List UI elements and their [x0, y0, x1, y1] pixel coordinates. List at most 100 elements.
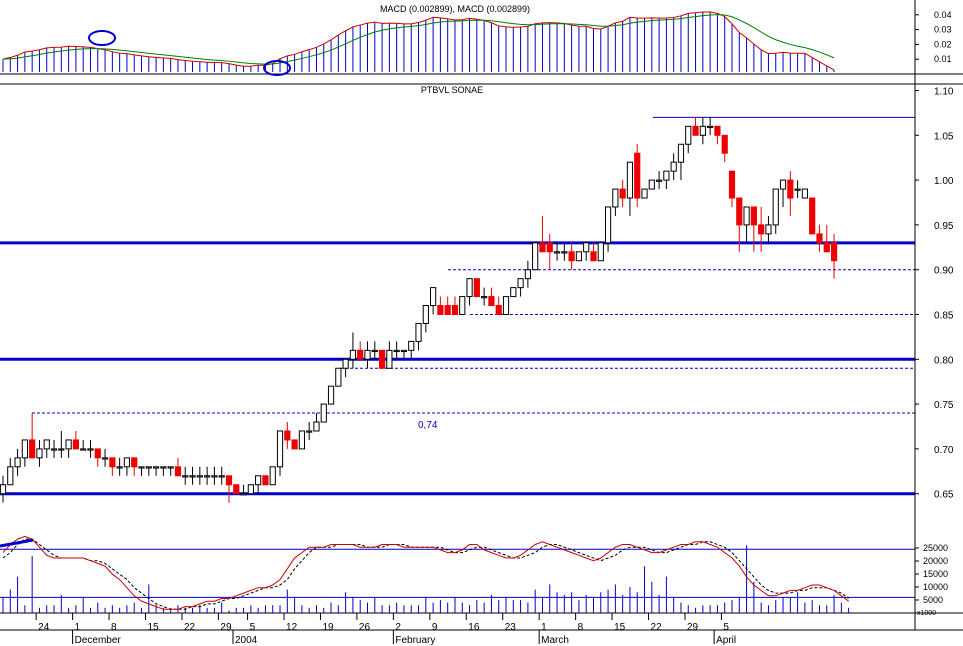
stoch-tick-label: 5000: [923, 595, 943, 605]
candle-body: [255, 475, 262, 486]
candle-body: [204, 475, 211, 478]
candle-body: [728, 170, 736, 199]
price-tick-label: 1.05: [934, 131, 954, 142]
candle-body: [801, 188, 808, 199]
candle-body: [692, 125, 699, 136]
stochastic-volume-panel: 25000 20000 15000 10000 5000 x1000: [0, 535, 963, 617]
candle-body: [772, 188, 779, 226]
stochastic-k-line: [2, 535, 849, 610]
stochastic-d-line: [2, 538, 849, 610]
candle-body: [131, 457, 138, 468]
candle-body: [830, 242, 838, 262]
candle-body: [364, 349, 371, 360]
candle-body: [510, 287, 517, 298]
candle-body: [386, 349, 393, 369]
x-tick-label: 12: [286, 622, 298, 633]
price-tick-label: 0.70: [934, 445, 954, 456]
candle-body: [218, 475, 225, 478]
candle-body: [743, 206, 750, 226]
month-label: February: [395, 635, 435, 646]
candle-body: [656, 179, 663, 182]
candle-body: [707, 125, 714, 129]
price-tick-label: 0.65: [934, 490, 954, 501]
candle-body: [685, 125, 692, 145]
candle-body: [94, 448, 101, 459]
candle-body: [422, 305, 429, 324]
candle-body: [590, 251, 597, 262]
candle-body: [532, 242, 539, 271]
month-label: December: [75, 635, 122, 646]
candle-body: [481, 296, 488, 299]
candle-body: [568, 251, 575, 262]
x-tick-label: 1: [541, 622, 547, 633]
candle-body: [123, 457, 131, 468]
scale-label: x1000: [917, 610, 936, 617]
signal-line: [2, 14, 835, 65]
x-tick-label: 1: [75, 622, 81, 633]
price-panel: PTBVL SONAE 1.10 1.05 1.00 0.95 0.90 0.85 0.80 0…: [0, 83, 963, 503]
x-tick-label: 5: [723, 622, 729, 633]
candle-body: [284, 430, 291, 441]
candle-body: [444, 305, 451, 316]
price-tick-label: 0.90: [934, 266, 954, 277]
candle-body: [116, 466, 123, 469]
candle-body: [597, 242, 604, 262]
macd-tick-label: 0.04: [934, 10, 952, 20]
candle-body: [787, 179, 794, 199]
x-tick-label: 9: [432, 622, 438, 633]
candle-body: [714, 125, 721, 136]
candle-body: [736, 197, 743, 226]
candle-body: [160, 466, 167, 469]
candle-body: [517, 278, 524, 289]
candle-body: [196, 475, 203, 478]
candle-body: [794, 188, 801, 191]
candle-body: [72, 439, 80, 450]
x-tick-label: 29: [687, 622, 699, 633]
candle-body: [612, 188, 619, 208]
candle-body: [58, 448, 65, 451]
candle-body: [138, 466, 145, 469]
macd-tick-label: 0.01: [934, 54, 952, 64]
price-tick-label: 0.85: [934, 311, 954, 322]
candle-body: [262, 475, 269, 486]
candle-body: [473, 278, 480, 298]
candle-body: [174, 466, 182, 477]
x-tick-label: 16: [468, 622, 480, 633]
price-tick-label: 1.10: [934, 87, 954, 98]
candle-body: [80, 448, 87, 451]
candle-body: [189, 475, 196, 478]
candle-body: [349, 349, 357, 360]
candle-body: [619, 188, 626, 199]
candle-body: [357, 349, 364, 360]
candle-body: [225, 475, 233, 486]
candle-body: [335, 367, 342, 387]
level-annotation: 0,74: [418, 420, 438, 431]
candle-body: [677, 143, 685, 163]
candle-body: [291, 439, 298, 450]
crossover-circle-2: [263, 60, 291, 76]
candle-body: [765, 224, 772, 235]
crossover-circle-1: [88, 30, 116, 46]
candle-body: [758, 224, 765, 235]
candle-body: [823, 242, 830, 253]
candle-body: [430, 287, 437, 307]
candle-body: [36, 448, 43, 459]
candle-body: [524, 269, 531, 280]
candle-body: [167, 466, 174, 469]
candle-body: [670, 161, 677, 172]
month-label: March: [541, 635, 569, 646]
trend-mark: [0, 538, 34, 548]
candle-body: [400, 349, 408, 353]
macd-tick-label: 0.03: [934, 25, 952, 35]
candle-body: [437, 305, 444, 316]
candle-body: [561, 251, 568, 254]
price-title: PTBVL SONAE: [421, 85, 483, 95]
x-tick-label: 29: [220, 622, 232, 633]
x-tick-label: 23: [505, 622, 517, 633]
candle-body: [247, 484, 254, 495]
candle-body: [648, 179, 655, 190]
candle-body: [109, 457, 116, 468]
candle-body: [211, 475, 218, 478]
candle-body: [14, 457, 21, 468]
